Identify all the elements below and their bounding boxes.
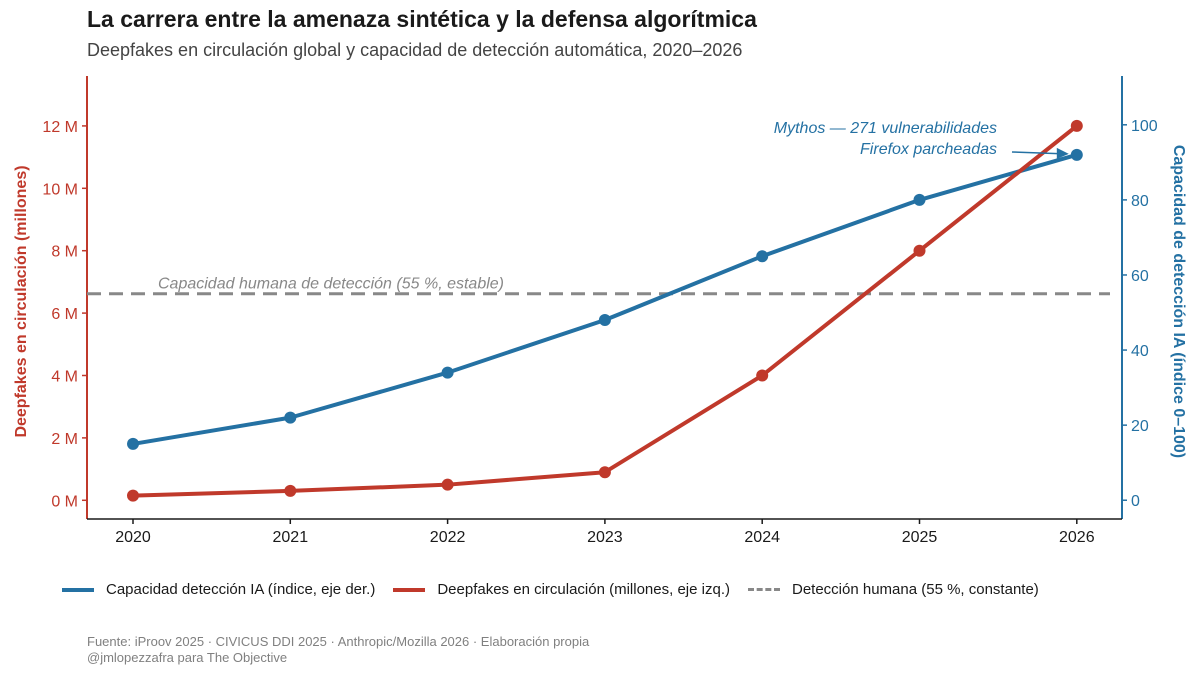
legend-swatch-deepfakes xyxy=(393,587,426,592)
left-tick-label: 12 M xyxy=(42,119,78,136)
right-tick-label: 20 xyxy=(1131,418,1149,435)
legend-label-human: Detección humana (55 %, constante) xyxy=(791,581,1039,598)
legend-label-ia: Capacidad detección IA (índice, eje der.… xyxy=(106,581,376,598)
left-tick-label: 4 M xyxy=(51,368,78,385)
deepfakes-point xyxy=(913,244,926,257)
deepfakes-point xyxy=(756,369,769,382)
ia-point xyxy=(913,193,926,206)
deepfakes-point xyxy=(598,466,611,479)
right-tick-label: 100 xyxy=(1131,118,1158,135)
annotation-arrow-head xyxy=(1056,147,1069,159)
deepfakes-point xyxy=(1070,119,1083,132)
source-text: Fuente: iProov 2025 · CIVICUS DDI 2025 ·… xyxy=(87,634,590,649)
left-tick-label: 0 M xyxy=(51,493,78,510)
left-tick-label: 2 M xyxy=(51,431,78,448)
left-tick-label: 6 M xyxy=(51,306,78,323)
ia-point xyxy=(441,366,454,379)
x-tick-label: 2026 xyxy=(1059,529,1095,546)
legend-label-deepfakes: Deepfakes en circulación (millones, eje … xyxy=(437,581,730,598)
x-tick-label: 2025 xyxy=(902,529,938,546)
legend-swatch-ia xyxy=(62,587,94,592)
right-tick-label: 40 xyxy=(1131,343,1149,360)
ia-series-line xyxy=(131,152,1079,446)
human-detection-label: Capacidad humana de detección (55 %, est… xyxy=(158,276,504,293)
x-tick-label: 2023 xyxy=(587,529,623,546)
annotation-line-1: Mythos — 271 vulnerabilidades xyxy=(774,120,997,137)
x-tick-label: 2022 xyxy=(430,529,466,546)
ia-point xyxy=(284,411,297,424)
deepfakes-series-line xyxy=(131,123,1079,498)
annotation-line-2: Firefox parcheadas xyxy=(860,141,997,158)
legend-swatch-human xyxy=(747,588,780,591)
right-tick-label: 80 xyxy=(1131,193,1149,210)
x-tick-label: 2021 xyxy=(273,529,309,546)
annotation-arrow-line xyxy=(1011,151,1065,155)
left-tick-label: 8 M xyxy=(51,244,78,261)
left-axis-title: Deepfakes en circulación (millones) xyxy=(13,165,30,437)
ia-point xyxy=(598,314,611,327)
ia-point xyxy=(1070,148,1083,161)
ia-point xyxy=(756,250,769,263)
right-axis-title: Capacidad de detección IA (índice 0–100) xyxy=(1170,145,1187,458)
deepfakes-point xyxy=(127,489,139,502)
left-tick-label: 10 M xyxy=(42,181,78,198)
legend: Capacidad detección IA (índice, eje der.… xyxy=(62,581,1057,598)
x-tick-label: 2020 xyxy=(115,529,151,546)
chart-subtitle: Deepfakes en circulación global y capaci… xyxy=(87,40,743,60)
legend-item-ia: Capacidad detección IA (índice, eje der.… xyxy=(62,581,375,598)
deepfakes-point xyxy=(441,478,454,491)
right-tick-label: 60 xyxy=(1131,268,1149,285)
source-note: Fuente: iProov 2025 · CIVICUS DDI 2025 ·… xyxy=(87,634,589,666)
deepfakes-point xyxy=(284,484,297,497)
right-tick-label: 0 xyxy=(1131,493,1140,510)
credit-text: @jmlopezzafra para The Objective xyxy=(87,650,288,665)
chart-title: La carrera entre la amenaza sintética y … xyxy=(87,6,757,32)
legend-item-human: Detección humana (55 %, constante) xyxy=(747,581,1039,598)
ia-point xyxy=(127,437,139,450)
x-tick-label: 2024 xyxy=(744,529,780,546)
legend-item-deepfakes: Deepfakes en circulación (millones, eje … xyxy=(393,581,730,598)
